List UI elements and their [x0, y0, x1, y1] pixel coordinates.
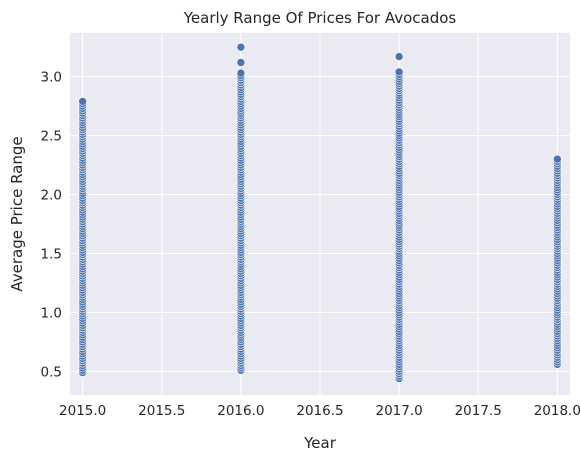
data-point [394, 67, 404, 77]
data-point [553, 154, 562, 164]
data-point [394, 52, 404, 61]
x-tick-label: 2018.0 [534, 403, 580, 419]
x-tick-label: 2015.0 [59, 403, 106, 419]
y-tick-label: 2.5 [41, 129, 62, 145]
chart-title: Yearly Range Of Prices For Avocados [183, 9, 457, 27]
data-point [236, 68, 246, 78]
data-point [236, 58, 246, 67]
y-tick-label: 2.0 [41, 188, 62, 204]
y-grid [70, 76, 570, 372]
x-axis-label: Year [303, 434, 337, 452]
y-tick-label: 0.5 [41, 364, 62, 380]
data-point [236, 42, 246, 52]
x-tick-label: 2015.5 [138, 403, 185, 419]
x-tick-label: 2017.5 [455, 403, 502, 419]
x-tick-labels: 2015.0 2015.5 2016.0 2016.5 2017.0 2017.5 2018… [59, 403, 580, 419]
x-tick-label: 2016.0 [217, 403, 264, 419]
y-axis-label: Average Price Range [8, 136, 26, 291]
y-tick-label: 1.5 [41, 247, 62, 263]
y-tick-labels: 0.5 1.0 1.5 2.0 2.5 3.0 [41, 70, 62, 381]
y-tick-label: 3.0 [41, 70, 62, 86]
y-tick-label: 1.0 [41, 305, 62, 321]
data-point [78, 97, 87, 106]
x-tick-label: 2016.5 [296, 403, 343, 419]
x-tick-label: 2017.0 [375, 403, 422, 419]
data-points [78, 42, 562, 383]
